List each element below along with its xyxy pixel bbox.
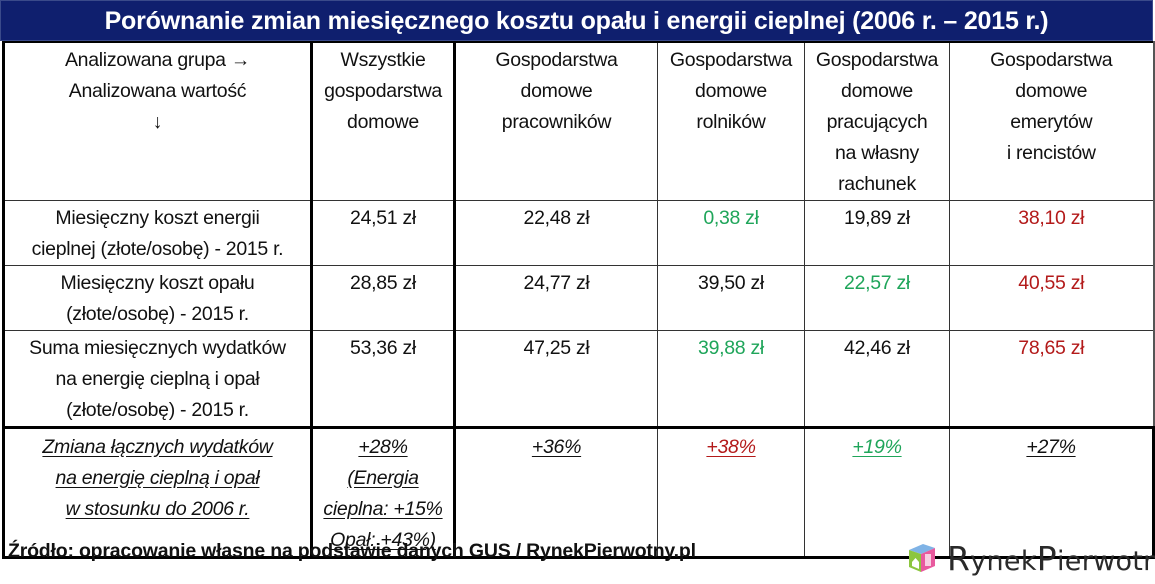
row-label-line: Miesięczny koszt opału bbox=[60, 272, 255, 294]
value-cell: 38,10 zł bbox=[949, 200, 1155, 266]
logo-part: ynek bbox=[970, 545, 1037, 577]
header-line: na własny bbox=[834, 142, 919, 164]
table-row-total-expenses: Suma miesięcznych wydatków na energię ci… bbox=[2, 330, 1155, 429]
header-line: domowe bbox=[841, 80, 913, 102]
corner-header-line: Analizowana wartość bbox=[68, 80, 247, 102]
value-cell: 53,36 zł bbox=[310, 330, 456, 429]
value-cell: 39,50 zł bbox=[657, 265, 805, 331]
change-cell: +38% bbox=[657, 427, 805, 559]
header-line: domowe bbox=[1015, 80, 1088, 102]
row-label: Suma miesięcznych wydatków na energię ci… bbox=[2, 330, 312, 429]
header-line: Gospodarstwa bbox=[990, 49, 1113, 71]
logo-part: ierwotny bbox=[1056, 545, 1155, 577]
header-line: pracujących bbox=[826, 111, 928, 133]
header-line: Gospodarstwa bbox=[815, 49, 939, 71]
corner-header-line: Analizowana grupa → bbox=[64, 49, 251, 71]
value-cell: 78,65 zł bbox=[949, 330, 1155, 429]
logo-text: RynekPierwotny bbox=[947, 539, 1155, 578]
header-row: Analizowana grupa → Analizowana wartość … bbox=[2, 41, 1155, 201]
row-label-line: Miesięczny koszt energii bbox=[55, 207, 260, 229]
row-label-line: Zmiana łącznych wydatków bbox=[42, 436, 273, 458]
arrow-down-icon: ↓ bbox=[152, 111, 163, 133]
corner-header-cell: Analizowana grupa → Analizowana wartość … bbox=[2, 41, 312, 201]
column-header-workers: Gospodarstwa domowe pracowników bbox=[454, 41, 658, 201]
value-cell: 39,88 zł bbox=[657, 330, 805, 429]
value-cell: 24,77 zł bbox=[454, 265, 658, 331]
row-label-line: (złote/osobę) - 2015 r. bbox=[66, 303, 249, 325]
header-line: rachunek bbox=[838, 173, 916, 195]
value-cell: 22,48 zł bbox=[454, 200, 658, 266]
value-cell: 42,46 zł bbox=[804, 330, 950, 429]
logo-letter: P bbox=[1036, 538, 1057, 578]
change-detail: (Energia bbox=[347, 467, 419, 489]
change-value: +27% bbox=[1026, 436, 1076, 458]
table-row-fuel-cost: Miesięczny koszt opału (złote/osobę) - 2… bbox=[2, 265, 1155, 331]
header-line: domowe bbox=[347, 111, 419, 133]
comparison-table: Analizowana grupa → Analizowana wartość … bbox=[2, 41, 1155, 559]
row-label-line: (złote/osobę) - 2015 r. bbox=[66, 399, 249, 421]
row-label-line: cieplnej (złote/osobę) - 2015 r. bbox=[31, 238, 284, 260]
row-label-line: w stosunku do 2006 r. bbox=[65, 498, 250, 520]
table-title: Porównanie zmian miesięcznego kosztu opa… bbox=[0, 0, 1153, 41]
rynekpierwotny-logo: RynekPierwotny bbox=[905, 539, 1155, 578]
column-header-pensioners: Gospodarstwa domowe emerytów i rencistów bbox=[949, 41, 1155, 201]
header-line: emerytów bbox=[1010, 111, 1093, 133]
header-line: domowe bbox=[520, 80, 593, 102]
header-line: i rencistów bbox=[1006, 142, 1096, 164]
value-cell: 24,51 zł bbox=[310, 200, 456, 266]
change-cell: +19% bbox=[804, 427, 950, 559]
change-value: +28% bbox=[358, 436, 408, 458]
change-value: +19% bbox=[852, 436, 902, 458]
change-cell: +27% bbox=[949, 427, 1155, 559]
row-label: Miesięczny koszt opału (złote/osobę) - 2… bbox=[2, 265, 312, 331]
change-value: +36% bbox=[531, 436, 582, 458]
column-header-farmers: Gospodarstwa domowe rolników bbox=[657, 41, 805, 201]
row-label-line: na energię cieplną i opał bbox=[55, 368, 260, 390]
header-line: gospodarstwa bbox=[324, 80, 442, 102]
source-note: Źródło: opracowanie własne na podstawie … bbox=[8, 540, 696, 562]
value-cell: 47,25 zł bbox=[454, 330, 658, 429]
house-cube-icon bbox=[909, 544, 935, 572]
header-line: Wszystkie bbox=[340, 49, 426, 71]
column-header-all-households: Wszystkie gospodarstwa domowe bbox=[310, 41, 456, 201]
value-cell: 19,89 zł bbox=[804, 200, 950, 266]
table-row-heating-energy-cost: Miesięczny koszt energii cieplnej (złote… bbox=[2, 200, 1155, 266]
header-line: rolników bbox=[696, 111, 766, 133]
header-line: Gospodarstwa bbox=[669, 49, 793, 71]
change-cell: +36% bbox=[454, 427, 658, 559]
header-line: Gospodarstwa bbox=[495, 49, 618, 71]
change-cell-all-households: +28% (Energia cieplna: +15% Opał: +43%) bbox=[310, 427, 456, 559]
header-line: domowe bbox=[695, 80, 767, 102]
row-label: Miesięczny koszt energii cieplnej (złote… bbox=[2, 200, 312, 266]
change-detail: Opał: +43%) bbox=[330, 529, 436, 551]
value-cell: 28,85 zł bbox=[310, 265, 456, 331]
value-cell: 22,57 zł bbox=[804, 265, 950, 331]
value-cell: 40,55 zł bbox=[949, 265, 1155, 331]
row-label-line: na energię cieplną i opał bbox=[55, 467, 260, 489]
column-header-self-employed: Gospodarstwa domowe pracujących na własn… bbox=[804, 41, 950, 201]
table-row-change-vs-2006: Zmiana łącznych wydatków na energię ciep… bbox=[2, 427, 1155, 559]
row-label: Zmiana łącznych wydatków na energię ciep… bbox=[2, 427, 312, 559]
value-cell: 0,38 zł bbox=[657, 200, 805, 266]
header-line: pracowników bbox=[501, 111, 612, 133]
row-label-line: Suma miesięcznych wydatków bbox=[29, 337, 286, 359]
change-value: +38% bbox=[706, 436, 756, 458]
change-detail: cieplna: +15% bbox=[323, 498, 443, 520]
logo-letter: R bbox=[947, 538, 971, 578]
